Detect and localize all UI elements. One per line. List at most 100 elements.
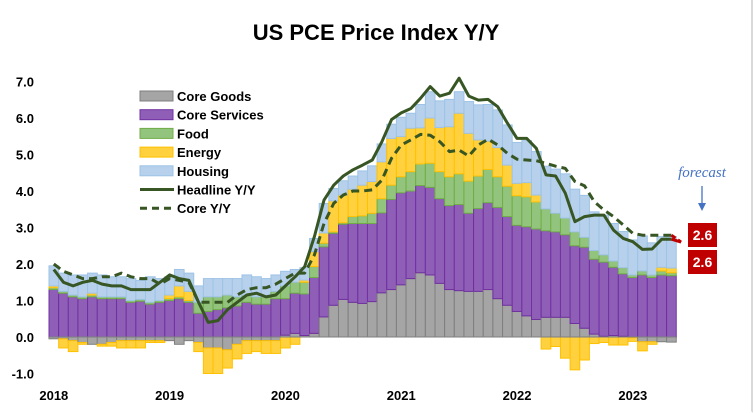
bar-core-services [386, 198, 397, 291]
bar-energy [376, 161, 388, 200]
bar-core-services [376, 212, 388, 294]
bar-food [415, 163, 426, 187]
bar-core-goods [328, 304, 340, 338]
bar-energy [116, 340, 127, 349]
legend-label: Core Y/Y [177, 201, 231, 216]
bar-energy [125, 340, 137, 349]
bar-food [473, 175, 484, 210]
bar-core-services [58, 292, 69, 338]
bar-core-services [289, 292, 301, 334]
bar-core-services [559, 234, 571, 318]
bar-core-goods [135, 336, 147, 342]
bar-energy [251, 340, 262, 353]
bar-core-services [173, 298, 185, 338]
bar-energy [617, 336, 629, 346]
bar-core-goods [212, 336, 224, 349]
bar-core-services [463, 212, 475, 292]
bar-energy [627, 337, 639, 342]
bar-core-services [415, 185, 426, 274]
bar-core-services [116, 298, 127, 338]
bar-food [434, 171, 446, 200]
bar-core-goods [338, 298, 349, 338]
bar-core-goods [569, 322, 581, 338]
bar-core-goods [637, 336, 648, 343]
bar-food [511, 195, 523, 226]
bar-core-services [569, 245, 581, 324]
bar-core-services [87, 296, 98, 338]
bar-core-goods [550, 316, 561, 338]
bar-food [357, 215, 368, 224]
bar-food [202, 296, 214, 312]
legend-swatch [139, 127, 174, 139]
bar-core-services [521, 226, 532, 317]
bar-energy [202, 347, 214, 375]
bar-core-services [135, 300, 147, 338]
forecast-headline-box [688, 250, 717, 274]
bar-energy [559, 336, 571, 359]
x-tick-label: 2023 [618, 388, 647, 403]
legend-swatch [139, 109, 174, 121]
bar-core-services [617, 273, 629, 337]
bar-energy [58, 338, 69, 349]
forecast-core-box [688, 223, 717, 247]
bar-core-services [656, 274, 668, 338]
bar-core-goods [183, 336, 195, 342]
bar-energy [521, 182, 532, 198]
bar-core-goods [473, 290, 484, 338]
bar-food [482, 168, 494, 204]
legend-label: Housing [177, 164, 229, 179]
bar-core-services [347, 222, 359, 303]
bar-food [424, 162, 436, 188]
bar-core-services [280, 298, 291, 336]
bar-housing [347, 175, 359, 190]
bar-core-goods [395, 284, 407, 338]
bar-core-services [270, 298, 282, 338]
bar-core-goods [164, 336, 175, 342]
bar-core-services [96, 298, 108, 338]
bar-food [559, 217, 571, 236]
bar-core-goods [444, 289, 455, 338]
bar-core-goods [154, 336, 166, 342]
bar-core-services [444, 205, 455, 291]
bar-food [309, 266, 320, 279]
bar-core-services [212, 309, 224, 338]
y-tick-label: 7.0 [16, 75, 34, 90]
x-tick-label: 2022 [503, 388, 532, 403]
bar-housing [222, 278, 233, 296]
y-tick-label: 2.0 [16, 257, 34, 272]
y-tick-label: 5.0 [16, 148, 34, 163]
headline-yy-line [52, 76, 672, 324]
bar-food [617, 267, 629, 275]
bar-energy [270, 340, 282, 354]
bar-food [579, 236, 590, 248]
bar-energy [241, 340, 253, 354]
bar-core-services [48, 289, 60, 338]
bar-energy [569, 336, 581, 371]
bar-housing [463, 101, 475, 134]
bar-food [405, 171, 417, 192]
bar-core-services [154, 301, 166, 338]
bar-core-services [357, 222, 368, 304]
bar-energy [193, 341, 204, 353]
bar-housing [415, 103, 426, 129]
bar-food [366, 212, 378, 224]
bar-core-services [251, 303, 262, 338]
bar-core-services [338, 223, 349, 300]
y-axis: -1.0 0.0 1.0 2.0 3.0 4.0 5.0 6.0 7.0 [12, 75, 34, 382]
bar-core-services [540, 230, 552, 318]
bar-core-goods [434, 282, 446, 338]
y-tick-label: 1.0 [16, 294, 34, 309]
bar-core-goods [96, 336, 108, 345]
bar-core-goods [579, 327, 590, 338]
bar-core-goods [482, 289, 494, 338]
bar-core-goods [193, 336, 204, 343]
bar-core-services [241, 301, 253, 338]
bar-energy [473, 139, 484, 177]
bar-energy [231, 343, 243, 360]
bar-food [540, 208, 552, 232]
bar-core-services [318, 246, 330, 318]
bar-energy [637, 341, 648, 352]
forecast-annotation: forecast 2.6 2.6 [678, 165, 727, 274]
bar-energy [338, 194, 349, 224]
